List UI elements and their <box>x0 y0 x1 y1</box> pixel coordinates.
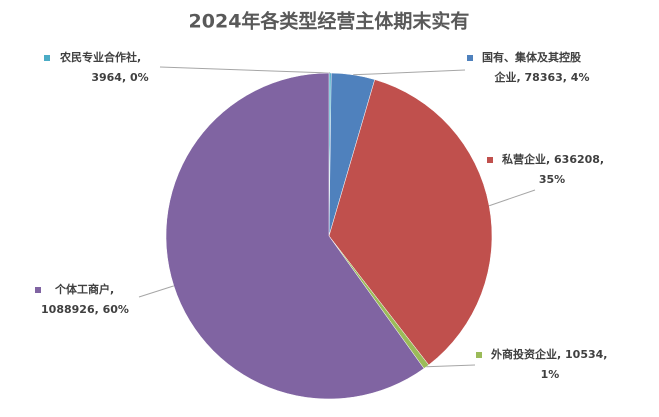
data-label: 个体工商户, <box>54 282 114 296</box>
data-label: 外商投资企业, 10534, <box>490 347 607 361</box>
leader-line <box>426 364 476 368</box>
data-label: 1088926, 60% <box>41 303 129 316</box>
label-marker <box>487 157 493 163</box>
data-label: 1% <box>541 368 560 381</box>
label-marker <box>476 352 482 358</box>
pie-slice <box>165 72 425 400</box>
data-label: 私营企业, 636208, <box>502 152 604 166</box>
data-label: 国有、集体及其控股 <box>482 50 582 64</box>
leader-line <box>159 66 331 74</box>
data-label: 企业, 78363, 4% <box>494 70 590 84</box>
label-marker <box>44 55 50 61</box>
data-label: 3964, 0% <box>91 71 148 84</box>
label-marker <box>467 55 473 61</box>
leader-line <box>489 189 536 207</box>
chart-title: 2024年各类型经营主体期末实有 <box>189 10 470 33</box>
label-marker <box>35 287 41 293</box>
leader-line <box>353 69 466 76</box>
data-label: 35% <box>539 173 565 186</box>
leader-line <box>138 285 174 298</box>
data-label: 农民专业合作社, <box>59 50 141 64</box>
